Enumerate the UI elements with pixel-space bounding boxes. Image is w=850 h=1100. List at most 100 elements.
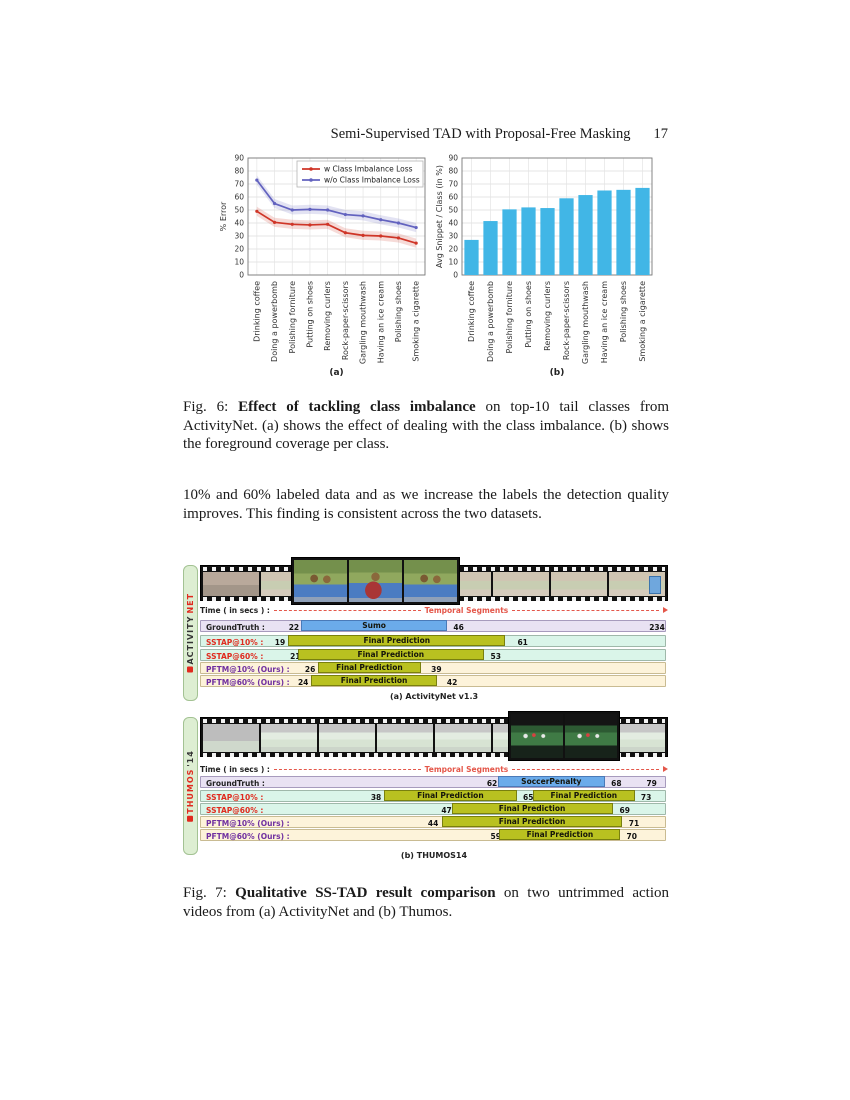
x-tick-label: Gargling mouthwash: [359, 281, 368, 364]
legend-label: w Class Imbalance Loss: [324, 165, 413, 174]
highlight-frame: [294, 560, 347, 602]
timeline-row: SSTAP@60% : 21 Final Prediction 53: [200, 649, 666, 661]
legend-marker: [309, 167, 313, 171]
body-paragraph: 10% and 60% labeled data and as we incre…: [183, 487, 669, 522]
plot-border: [461, 157, 653, 276]
data-point: [326, 208, 330, 212]
bar: [502, 209, 517, 275]
timeline-number: 39: [431, 665, 442, 674]
running-head-title: Semi-Supervised TAD with Proposal-Free M…: [330, 126, 631, 142]
y-tick-label: 20: [448, 245, 458, 254]
timeline-row-label: SSTAP@10% :: [206, 638, 264, 647]
data-point: [343, 212, 347, 217]
time-axis-row: Time ( in secs ) : Temporal Segments: [200, 763, 669, 775]
x-tick-label: Having an ice cream: [600, 281, 609, 364]
class-error-line-chart: 0 10 20 30 40 50 60 70 80 90 % Error Drinking coffe…: [219, 154, 426, 364]
activitynet-dataset-label: ACTIVITY NET: [186, 593, 195, 673]
bar: [483, 221, 498, 275]
timeline-row-label: PFTM@10% (Ours) :: [206, 819, 290, 828]
y-tick-label: 20: [234, 245, 244, 254]
y-tick-label: 70: [234, 180, 244, 189]
timeline-row-label: SSTAP@60% :: [206, 652, 264, 661]
y-tick-label: 30: [448, 232, 458, 241]
highlight-frame: [404, 560, 457, 602]
timeline-number: 44: [427, 819, 439, 828]
timeline-number: 71: [628, 819, 640, 828]
highlight-frame: [511, 714, 563, 758]
fig6-caption-rest: on top-10 tail classes from ActivityNet.…: [183, 399, 669, 452]
y-tick-label: 70: [448, 180, 458, 189]
x-tick-label: Smoking a cigarette: [638, 281, 647, 362]
x-tick-label: Putting on shoes: [305, 281, 314, 348]
y-tick-label: 10: [448, 258, 458, 267]
timeline-row-label: SSTAP@10% :: [206, 793, 264, 802]
page-number: 17: [653, 126, 669, 142]
timeline-number: 19: [274, 638, 286, 647]
y-axis-label: % Error: [219, 201, 228, 231]
timeline-segment: Final Prediction: [310, 675, 438, 686]
timeline-row: GroundTruth : 22 Sumo 46 234: [200, 620, 666, 632]
data-point: [290, 222, 294, 226]
timeline-row-label: GroundTruth :: [206, 779, 265, 788]
fig7-caption-prefix: Fig. 7:: [183, 885, 236, 901]
data-point: [396, 236, 401, 240]
x-tick-label: Doing a powerbomb: [486, 281, 495, 362]
timeline-row: SSTAP@60% : 47 Final Prediction 69: [200, 803, 666, 815]
x-tick-label: Putting on shoes: [524, 281, 533, 348]
time-axis-dash: [512, 768, 660, 770]
data-point: [361, 214, 365, 218]
y-tick-label: 40: [448, 219, 458, 228]
highlighted-action-frames: [508, 711, 620, 761]
fig7-thumos-panel: THUMOS '14 Time ( in secs ) :: [183, 710, 670, 862]
y-tick-label: 80: [448, 167, 458, 176]
time-axis-dash: [273, 609, 421, 611]
x-tick-label: Gargling mouthwash: [581, 281, 590, 364]
timeline-row-label: SSTAP@60% :: [206, 806, 264, 815]
bar: [597, 190, 612, 275]
video-frame: [319, 724, 375, 752]
timeline-segment: Final Prediction: [532, 790, 635, 801]
data-line: [256, 179, 417, 229]
video-frame: [203, 724, 259, 752]
timeline-number: 62: [486, 779, 498, 788]
timeline-number: 21: [290, 652, 301, 661]
running-head: Semi-Supervised TAD with Proposal-Free M…: [183, 126, 668, 143]
plot-border: [247, 157, 426, 276]
timeline-number: 65: [523, 793, 534, 802]
y-tick-label: 0: [239, 271, 244, 280]
timeline-row-label: PFTM@10% (Ours) :: [206, 665, 290, 674]
timeline-number: 79: [646, 779, 657, 788]
y-tick-label: 10: [234, 258, 244, 267]
timeline-segment: Final Prediction: [499, 829, 621, 840]
y-tick-label: 90: [234, 154, 244, 163]
video-frame: [551, 572, 607, 596]
y-tick-label: 40: [234, 219, 244, 228]
y-tick-label: 0: [453, 271, 458, 280]
legend-label: w/o Class Imbalance Loss: [324, 176, 420, 185]
bar: [464, 239, 479, 275]
highlighted-action-frames: [291, 557, 460, 605]
data-point: [272, 220, 277, 224]
bar: [616, 189, 631, 275]
x-tick-label: Doing a powerbomb: [270, 281, 279, 362]
x-tick-label: Rock-paper-scissors: [562, 281, 571, 360]
y-tick-label: 60: [234, 193, 244, 202]
time-axis-row: Time ( in secs ) : Temporal Segments: [200, 604, 669, 616]
temporal-segments-label: Temporal Segments: [424, 605, 509, 615]
video-frame: [377, 724, 433, 752]
x-tick-label: Removing curlers: [543, 281, 552, 351]
video-frame: [203, 572, 259, 596]
time-axis-arrow-icon: [663, 607, 669, 613]
video-frame: [435, 724, 491, 752]
timeline-row: GroundTruth : 62 SoccerPenalty 68 79: [200, 776, 666, 788]
data-point: [361, 233, 365, 237]
timeline-number: 42: [446, 678, 458, 687]
snippet-coverage-bar-chart: 0 10 20 30 40 50 60 70 80 90 Avg Snippet / Class (…: [435, 154, 653, 364]
fig7-activitynet-panel: ACTIVITY NET Time ( in secs ) :: [183, 556, 670, 706]
fig6-caption-prefix: Fig. 6:: [183, 399, 239, 415]
timeline-number: 70: [626, 832, 637, 841]
y-tick-label: 30: [234, 232, 244, 241]
y-tick-label: 60: [448, 193, 458, 202]
x-tick-label: Smoking a cigarette: [412, 281, 421, 362]
